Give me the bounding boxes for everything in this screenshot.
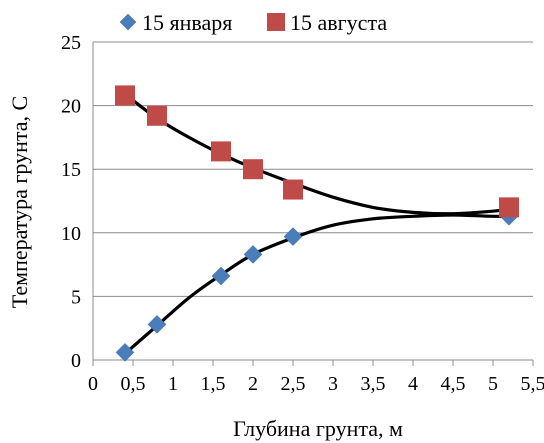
legend-marker-august: [267, 13, 285, 31]
y-tick-label: 20: [61, 96, 81, 118]
august-point: [211, 141, 231, 162]
y-tick-label: 10: [61, 223, 81, 245]
january-point: [147, 315, 167, 334]
y-tick-label: 0: [71, 350, 81, 372]
august-point: [283, 179, 303, 200]
january-point: [115, 343, 135, 362]
x-tick-label: 1: [168, 373, 178, 395]
january-point: [243, 245, 263, 264]
january-trendline: [123, 213, 511, 356]
axes: [92, 42, 534, 366]
legend-label-august: 15 августа: [290, 10, 387, 35]
x-tick-label: 5,5: [521, 373, 544, 395]
august-trendline: [123, 92, 511, 216]
august-point: [243, 159, 263, 180]
x-tick-label: 5: [488, 373, 498, 395]
trendlines: [123, 92, 511, 356]
x-tick-label: 4,5: [441, 373, 466, 395]
x-tick-label: 3: [328, 373, 338, 395]
august-point: [115, 85, 135, 106]
gridlines: [93, 41, 533, 297]
x-tick-label: 2: [248, 373, 258, 395]
january-point: [283, 227, 303, 246]
x-axis-title: Глубина грунта, м: [233, 416, 403, 441]
august-point: [147, 105, 167, 126]
x-tick-label: 0: [88, 373, 98, 395]
x-tick-label: 2,5: [281, 373, 306, 395]
x-tick-label: 3,5: [361, 373, 386, 395]
legend: 15 января 15 августа: [119, 10, 387, 35]
august-point: [499, 197, 519, 218]
legend-label-january: 15 января: [142, 10, 232, 35]
y-tick-label: 5: [71, 286, 81, 308]
x-tick-label: 4: [408, 373, 418, 395]
x-tick-label: 1,5: [201, 373, 226, 395]
data-points: [115, 85, 519, 362]
x-tick-label: 0,5: [121, 373, 146, 395]
y-tick-label: 15: [61, 159, 81, 181]
y-axis-title: Температура грунта, С: [7, 96, 32, 308]
y-tick-label: 25: [61, 32, 81, 54]
january-point: [211, 266, 231, 286]
legend-marker-january: [119, 13, 137, 31]
y-tick-labels: 0 5 10 15 20 25: [61, 32, 81, 372]
x-tick-labels: 0 0,5 1 1,5 2 2,5 3 3,5 4 4,5 5 5,5: [88, 373, 544, 395]
